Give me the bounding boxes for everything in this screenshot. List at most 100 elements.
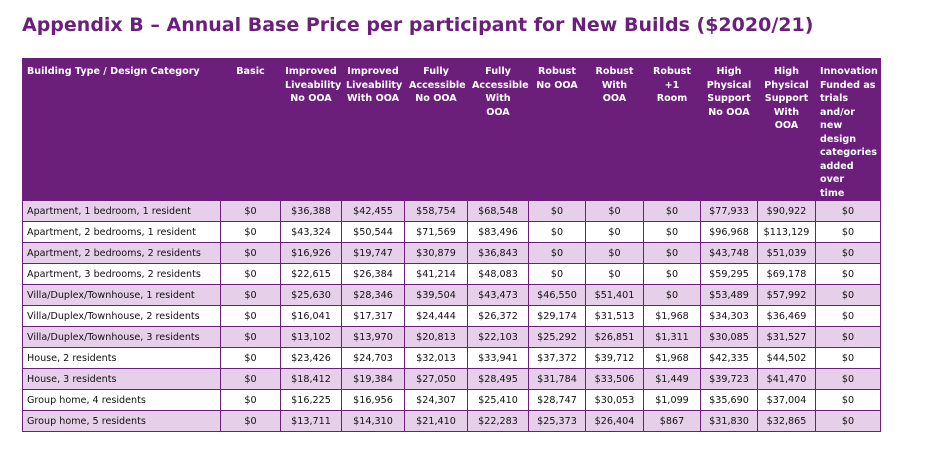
row-label: Villa/Duplex/Townhouse, 3 residents: [22, 326, 221, 348]
price-cell: $71,569: [404, 221, 468, 243]
price-cell: $41,470: [757, 368, 816, 390]
price-cell: $43,748: [700, 242, 758, 264]
price-cell: $83,496: [467, 221, 529, 243]
price-cell: $27,050: [404, 368, 468, 390]
price-cell: $25,373: [528, 410, 586, 432]
row-label: Apartment, 1 bedroom, 1 resident: [22, 200, 221, 222]
table-row: House, 2 residents $0 $23,426 $24,703 $32,01…: [22, 347, 881, 369]
row-label: Apartment, 3 bedrooms, 2 residents: [22, 263, 221, 285]
price-cell: $46,550: [528, 284, 586, 306]
column-header: Building Type / Design Category: [22, 58, 221, 201]
table-row: Apartment, 2 bedrooms, 1 resident $0 $43,3…: [22, 221, 881, 243]
table-row: Group home, 5 residents $0 $13,711 $14,310 $…: [22, 410, 881, 432]
price-cell: $0: [220, 221, 281, 243]
price-cell: $19,747: [341, 242, 405, 264]
price-cell: $0: [815, 347, 881, 369]
price-cell: $0: [815, 305, 881, 327]
price-cell: $0: [815, 221, 881, 243]
price-cell: $26,404: [585, 410, 644, 432]
price-cell: $0: [220, 410, 281, 432]
price-cell: $53,489: [700, 284, 758, 306]
price-cell: $36,843: [467, 242, 529, 264]
price-cell: $28,747: [528, 389, 586, 411]
price-cell: $0: [585, 263, 644, 285]
price-cell: $0: [815, 368, 881, 390]
price-cell: $0: [815, 242, 881, 264]
column-header: High Physical Support With OOA: [757, 58, 816, 201]
price-cell: $26,384: [341, 263, 405, 285]
price-cell: $0: [815, 389, 881, 411]
price-cell: $1,449: [643, 368, 701, 390]
price-cell: $1,099: [643, 389, 701, 411]
price-cell: $0: [643, 263, 701, 285]
price-cell: $48,083: [467, 263, 529, 285]
price-cell: $25,292: [528, 326, 586, 348]
price-cell: $34,303: [700, 305, 758, 327]
price-cell: $96,968: [700, 221, 758, 243]
price-cell: $0: [643, 221, 701, 243]
price-cell: $44,502: [757, 347, 816, 369]
table-row: Villa/Duplex/Townhouse, 2 residents $0 $16…: [22, 305, 881, 327]
price-cell: $90,922: [757, 200, 816, 222]
header-row: Building Type / Design Category Basic Impr…: [22, 58, 881, 201]
row-label: Villa/Duplex/Townhouse, 2 residents: [22, 305, 221, 327]
price-cell: $33,506: [585, 368, 644, 390]
price-cell: $0: [643, 200, 701, 222]
price-cell: $28,346: [341, 284, 405, 306]
price-cell: $36,469: [757, 305, 816, 327]
price-cell: $0: [220, 368, 281, 390]
table-row: Villa/Duplex/Townhouse, 3 residents $0 $13…: [22, 326, 881, 348]
price-cell: $0: [815, 263, 881, 285]
column-header: Improved Liveability No OOA: [280, 58, 342, 201]
price-cell: $69,178: [757, 263, 816, 285]
price-cell: $0: [585, 200, 644, 222]
row-label: House, 3 residents: [22, 368, 221, 390]
price-cell: $0: [220, 242, 281, 264]
price-cell: $19,384: [341, 368, 405, 390]
price-cell: $0: [220, 263, 281, 285]
price-cell: $42,335: [700, 347, 758, 369]
price-cell: $0: [528, 242, 586, 264]
table-row: Apartment, 3 bedrooms, 2 residents $0 $22,…: [22, 263, 881, 285]
column-header: Robust +1 Room: [643, 58, 701, 201]
price-cell: $33,941: [467, 347, 529, 369]
price-cell: $51,401: [585, 284, 644, 306]
price-cell: $0: [815, 284, 881, 306]
price-cell: $30,053: [585, 389, 644, 411]
column-header: Basic: [220, 58, 281, 201]
price-table: Building Type / Design Category Basic Impr…: [22, 58, 881, 432]
price-cell: $39,712: [585, 347, 644, 369]
price-cell: $16,926: [280, 242, 342, 264]
price-cell: $0: [220, 389, 281, 411]
column-header: Improved Liveability With OOA: [341, 58, 405, 201]
price-cell: $18,412: [280, 368, 342, 390]
price-cell: $25,410: [467, 389, 529, 411]
price-cell: $113,129: [757, 221, 816, 243]
price-cell: $43,473: [467, 284, 529, 306]
price-cell: $57,992: [757, 284, 816, 306]
price-cell: $17,317: [341, 305, 405, 327]
price-cell: $0: [815, 200, 881, 222]
price-cell: $31,830: [700, 410, 758, 432]
price-cell: $16,225: [280, 389, 342, 411]
price-cell: $867: [643, 410, 701, 432]
column-header: Fully Accessible No OOA: [404, 58, 468, 201]
price-cell: $29,174: [528, 305, 586, 327]
price-cell: $0: [528, 221, 586, 243]
price-cell: $1,968: [643, 305, 701, 327]
price-cell: $51,039: [757, 242, 816, 264]
price-cell: $13,102: [280, 326, 342, 348]
price-cell: $24,307: [404, 389, 468, 411]
title: Appendix B – Annual Base Price per parti…: [22, 14, 814, 36]
price-cell: $0: [220, 326, 281, 348]
price-cell: $0: [528, 200, 586, 222]
column-header: Innovation Funded as trials and/or new d…: [815, 58, 881, 201]
column-header: High Physical Support No OOA: [700, 58, 758, 201]
price-cell: $32,865: [757, 410, 816, 432]
price-cell: $41,214: [404, 263, 468, 285]
price-cell: $0: [643, 242, 701, 264]
price-cell: $22,103: [467, 326, 529, 348]
price-cell: $23,426: [280, 347, 342, 369]
price-cell: $0: [815, 326, 881, 348]
